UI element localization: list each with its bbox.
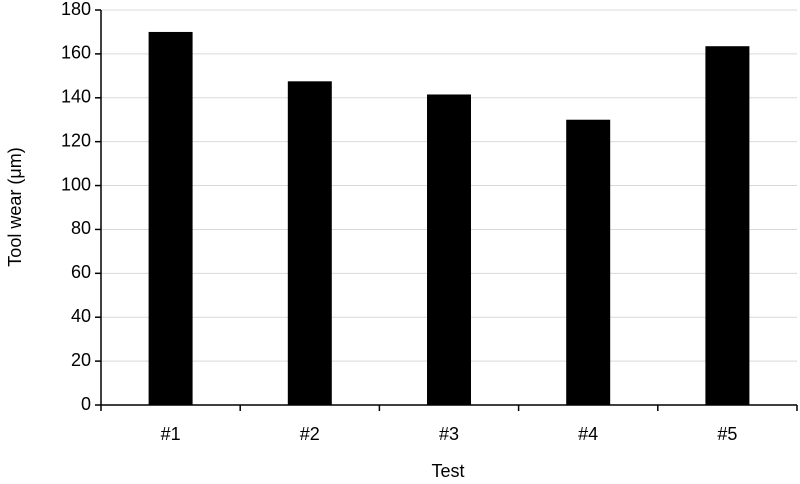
bar [287,81,332,405]
y-tick-label: 180 [61,0,91,19]
bar [566,119,611,405]
y-tick-label: 20 [71,350,91,370]
y-tick-label: 80 [71,218,91,238]
bar [705,46,750,405]
y-tick-label: 40 [71,306,91,326]
bar [148,31,193,405]
x-tick-label: #4 [578,424,598,444]
x-tick-label: #5 [717,424,737,444]
y-tick-label: 0 [81,394,91,414]
y-tick-label: 100 [61,174,91,194]
x-tick-label: #1 [161,424,181,444]
bar [427,94,471,405]
y-tick-label: 140 [61,87,91,107]
y-tick-label: 120 [61,130,91,150]
x-axis-label: Test [431,461,464,481]
x-tick-label: #2 [300,424,320,444]
x-tick-label: #3 [439,424,459,444]
y-tick-label: 60 [71,262,91,282]
y-axis-label: Tool wear (μm) [5,147,25,266]
y-tick-label: 160 [61,43,91,63]
